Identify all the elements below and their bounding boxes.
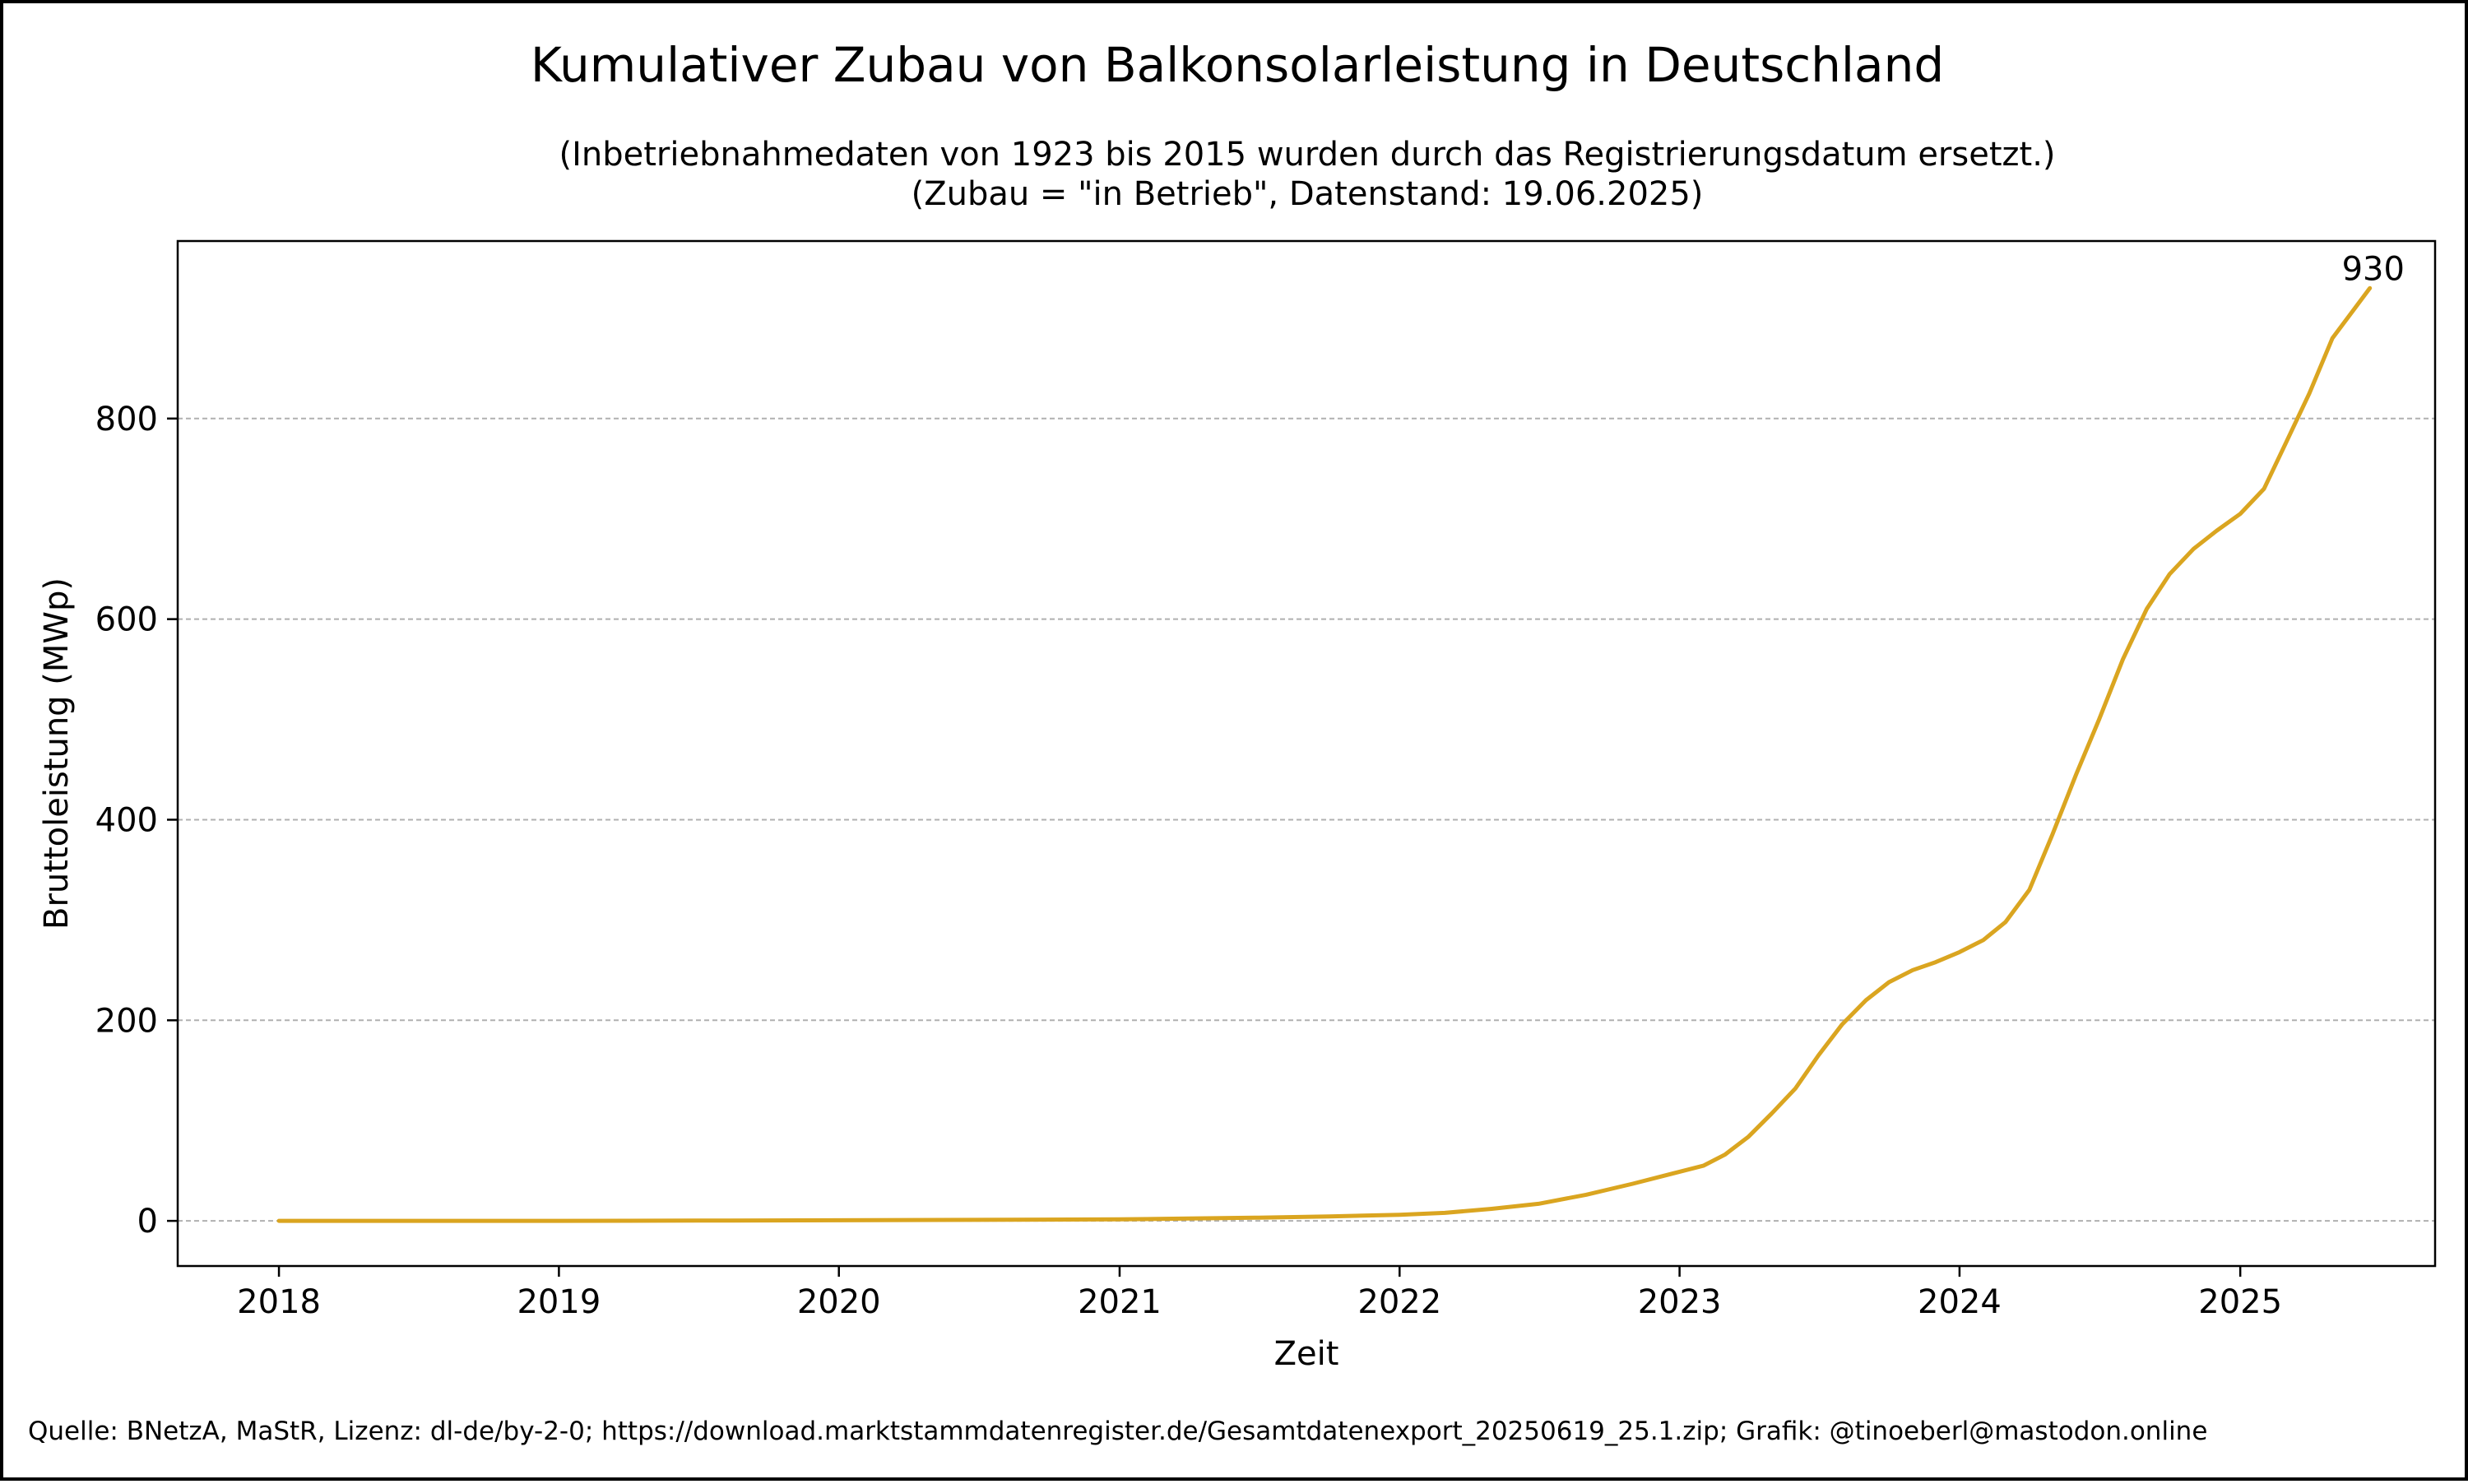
end-value-label: 930: [2342, 250, 2405, 288]
y-tick-label-400: 400: [95, 801, 158, 839]
y-axis-label: Bruttoleistung (MWp): [38, 577, 76, 930]
series-line-0: [276, 285, 2373, 1223]
x-axis-ticks: 2018 2019 2020 2021 2022 2023 2024 2025: [237, 1266, 2282, 1321]
x-tick-label-2019: 2019: [517, 1283, 601, 1321]
annotations: 930: [2342, 250, 2405, 288]
y-tick-label-0: 0: [137, 1203, 158, 1241]
grid-lines: [178, 417, 2435, 1222]
x-tick-label-2018: 2018: [237, 1283, 321, 1321]
series-group: [276, 285, 2373, 1223]
chart-subtitle-line-2: (Zubau = "in Betrieb", Datenstand: 19.06…: [912, 175, 1704, 213]
x-tick-label-2024: 2024: [1918, 1283, 2002, 1321]
chart-subtitle-line-1: (Inbetriebnahmedaten von 1923 bis 2015 w…: [559, 136, 2055, 174]
plot-area-border: [176, 239, 2437, 1268]
chart-svg: Kumulativer Zubau von Balkonsolarleistun…: [28, 37, 2437, 1446]
x-tick-label-2025: 2025: [2198, 1283, 2282, 1321]
x-tick-label-2021: 2021: [1078, 1283, 1162, 1321]
x-tick-label-2023: 2023: [1638, 1283, 1722, 1321]
x-tick-label-2022: 2022: [1357, 1283, 1441, 1321]
x-axis-label: Zeit: [1274, 1335, 1339, 1373]
x-tick-label-2020: 2020: [797, 1283, 881, 1321]
y-tick-label-800: 800: [95, 401, 158, 438]
y-axis-ticks: 0 200 400 600 800: [95, 401, 178, 1241]
y-tick-label-600: 600: [95, 601, 158, 639]
source-note: Quelle: BNetzA, MaStR, Lizenz: dl-de/by-…: [28, 1417, 2207, 1446]
chart-title: Kumulativer Zubau von Balkonsolarleistun…: [531, 37, 1944, 93]
y-tick-label-200: 200: [95, 1002, 158, 1040]
